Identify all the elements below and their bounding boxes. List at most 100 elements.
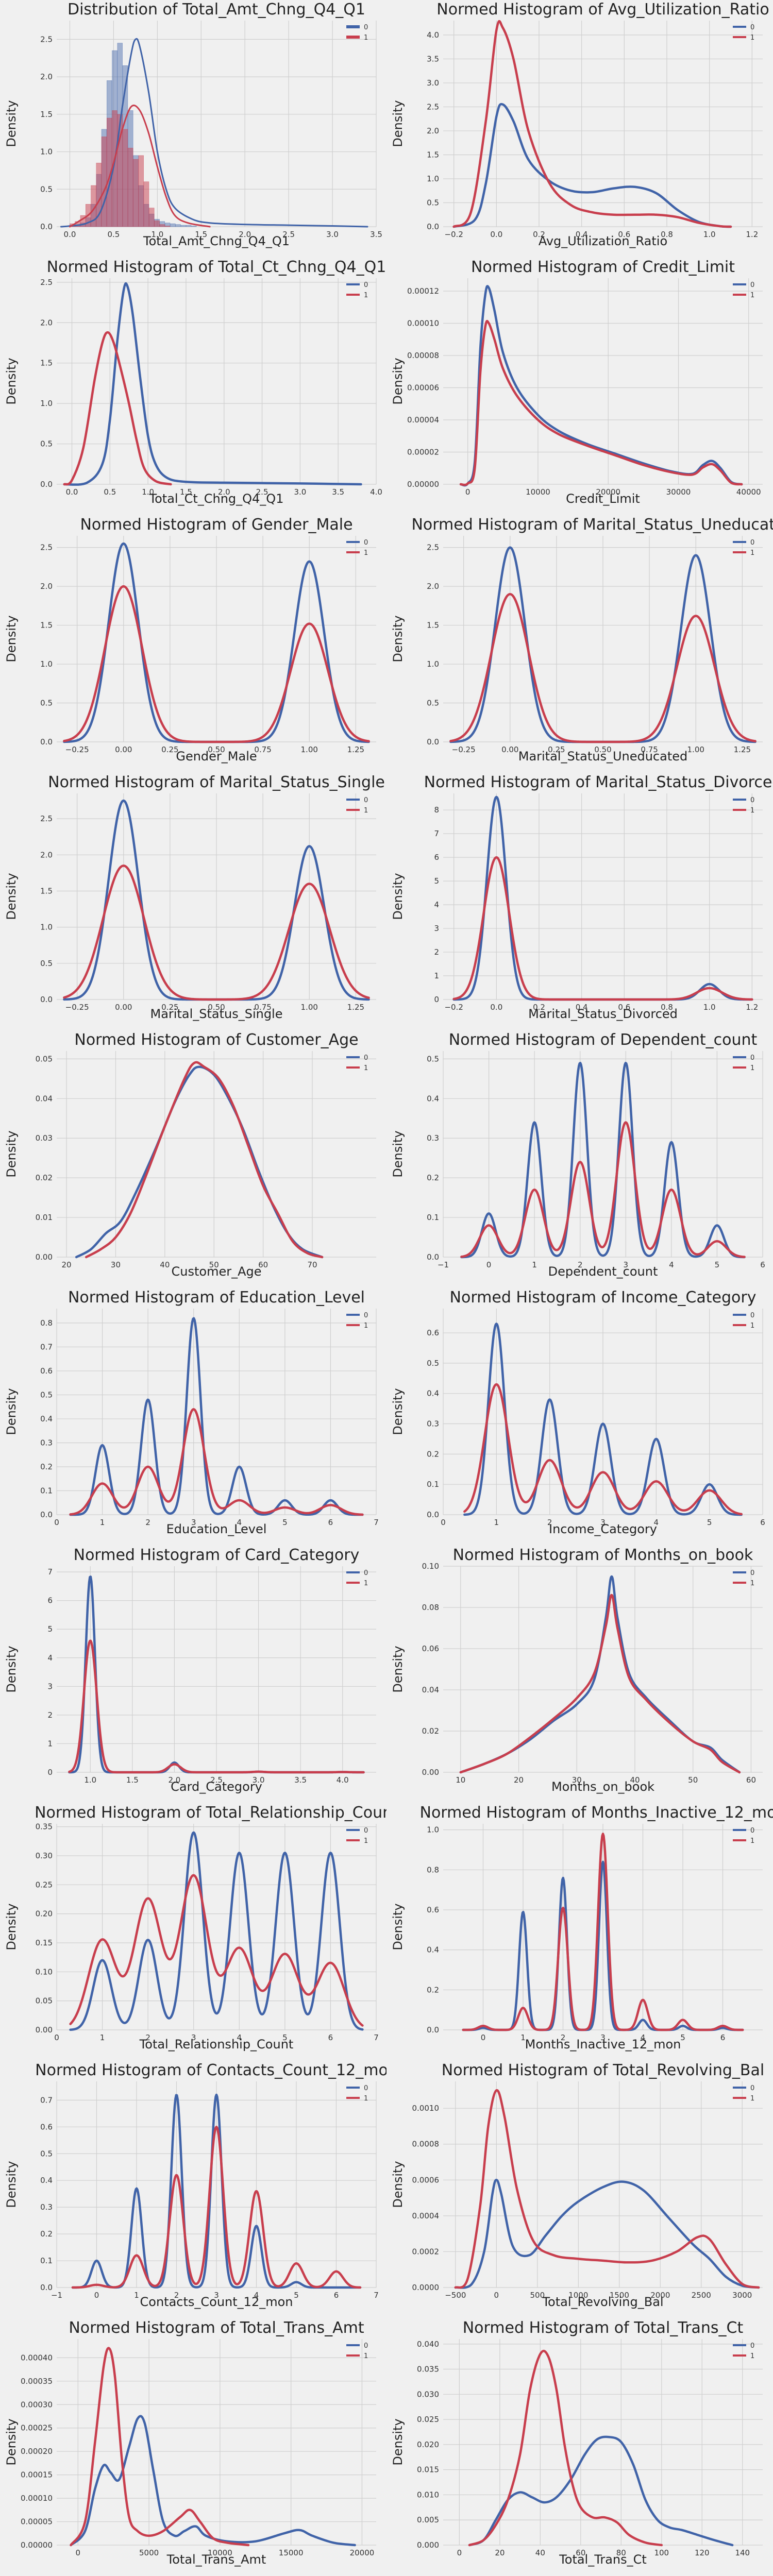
y-tick-label: 0.4 bbox=[427, 1389, 439, 1398]
legend-label: 0 bbox=[364, 2342, 368, 2350]
x-tick-label: 0 bbox=[54, 1518, 59, 1527]
x-tick-label: 10000 bbox=[526, 487, 550, 497]
x-tick-label: 4 bbox=[654, 1518, 659, 1527]
x-axis-label: Total_Ct_Chng_Q4_Q1 bbox=[149, 492, 284, 506]
x-tick-label: 2.5 bbox=[256, 487, 268, 497]
x-tick-label: −500 bbox=[445, 2291, 466, 2300]
y-tick-label: 0.8 bbox=[40, 1318, 53, 1328]
y-tick-label: 0.3 bbox=[40, 2202, 53, 2212]
x-tick-label: 5 bbox=[282, 2033, 288, 2042]
y-tick-label: 0.03 bbox=[36, 1133, 53, 1143]
y-tick-label: 0.025 bbox=[417, 2415, 439, 2424]
chart-panel-8: −0.2 0.0 0.2 0.4 0.6 0.8 1.0 1.2 0 1 2 3 4 5 6 7 8 0 1 Norm… bbox=[386, 773, 773, 1030]
hist-bar-series-1 bbox=[101, 137, 107, 227]
legend-label: 0 bbox=[750, 1312, 754, 1319]
x-tick-label: 5 bbox=[707, 1518, 712, 1527]
legend: 01 bbox=[733, 24, 754, 42]
x-tick-label: 3.0 bbox=[326, 230, 339, 239]
x-axis-label: Marital_Status_Uneducated bbox=[518, 749, 688, 764]
y-axis-label: Density bbox=[391, 2161, 405, 2208]
y-tick-label: 2.0 bbox=[40, 850, 53, 859]
hist-bar-series-1 bbox=[96, 163, 102, 227]
y-tick-label: 0.04 bbox=[36, 1094, 53, 1103]
x-tick-label: 1 bbox=[532, 1260, 537, 1269]
chart-panel-4: 0 10000 20000 30000 40000 0.00000 0.00002 0.000… bbox=[386, 258, 773, 515]
x-tick-label: 1.25 bbox=[347, 1003, 364, 1012]
x-tick-label: 6 bbox=[760, 1260, 765, 1269]
y-tick-label: 0.3 bbox=[427, 1419, 439, 1429]
hist-bar-series-1 bbox=[117, 114, 123, 227]
chart-title: Normed Histogram of Months_Inactive_12_m… bbox=[420, 1804, 773, 1822]
hist-bar-series-0 bbox=[186, 225, 192, 227]
series-line-1 bbox=[460, 1121, 746, 1258]
x-tick-label: 0.5 bbox=[107, 230, 120, 239]
y-tick-label: 1.0 bbox=[40, 923, 53, 932]
y-tick-label: 2.5 bbox=[40, 814, 53, 823]
y-axis-label: Density bbox=[391, 1388, 405, 1435]
y-tick-label: 0.010 bbox=[417, 2490, 439, 2499]
x-tick-label: 5 bbox=[294, 2291, 299, 2300]
y-tick-label: 0.10 bbox=[422, 1562, 439, 1571]
x-axis-label: Total_Amt_Chng_Q4_Q1 bbox=[143, 234, 290, 248]
y-tick-label: 0.00005 bbox=[21, 2517, 53, 2527]
chart-title: Normed Histogram of Months_on_book bbox=[453, 1546, 753, 1564]
series-line-1 bbox=[63, 865, 370, 1001]
legend-label: 0 bbox=[364, 1054, 368, 1062]
y-tick-label: 7 bbox=[47, 1567, 53, 1577]
y-tick-label: 0.0 bbox=[40, 995, 53, 1004]
x-tick-label: 1500 bbox=[610, 2291, 629, 2300]
chart-title: Normed Histogram of Income_Category bbox=[450, 1289, 757, 1307]
x-tick-label: 30000 bbox=[666, 487, 691, 497]
legend-label: 1 bbox=[364, 1580, 368, 1587]
x-tick-label: 0.50 bbox=[208, 745, 225, 754]
series-line-0 bbox=[460, 1061, 746, 1259]
y-tick-label: 0.5 bbox=[427, 1359, 439, 1368]
legend: 01 bbox=[733, 1312, 754, 1330]
y-tick-label: 0.035 bbox=[417, 2365, 439, 2374]
chart-title: Normed Histogram of Total_Trans_Amt bbox=[69, 2319, 364, 2337]
y-tick-label: 0.3 bbox=[40, 1438, 53, 1447]
y-tick-label: 0.0 bbox=[40, 2283, 53, 2292]
legend-label: 1 bbox=[750, 2352, 754, 2360]
hist-bar-series-1 bbox=[154, 221, 160, 227]
y-tick-label: 2.0 bbox=[427, 582, 439, 591]
x-tick-label: 5 bbox=[282, 1518, 288, 1527]
y-tick-label: 0.00015 bbox=[21, 2470, 53, 2480]
x-tick-label: 3 bbox=[600, 1518, 606, 1527]
legend-label: 0 bbox=[364, 1827, 368, 1835]
legend-label: 0 bbox=[364, 539, 368, 547]
y-tick-label: 4 bbox=[47, 1653, 53, 1663]
y-tick-label: 0.5 bbox=[40, 2149, 53, 2158]
chart-svg: 0 1 2 3 4 5 6 70.00.10.20.30.40.50.60.70.801Nor… bbox=[4, 1289, 379, 1536]
x-tick-label: 0.50 bbox=[594, 745, 611, 754]
y-tick-label: 0.0 bbox=[427, 737, 439, 747]
y-tick-label: 1.0 bbox=[427, 174, 439, 183]
legend-label: 1 bbox=[364, 807, 368, 815]
legend: 01 bbox=[346, 1054, 368, 1072]
y-tick-label: 0.1 bbox=[40, 2256, 53, 2265]
series-line-1 bbox=[70, 2347, 250, 2547]
x-tick-label: 7 bbox=[374, 2033, 379, 2042]
x-tick-label: 3.0 bbox=[294, 487, 306, 497]
y-tick-label: 0.0 bbox=[427, 2025, 439, 2035]
x-tick-label: 0 bbox=[481, 2033, 486, 2042]
x-axis-label: Avg_Utilization_Ratio bbox=[539, 234, 667, 248]
x-tick-label: 2 bbox=[174, 2291, 179, 2300]
plot-area bbox=[57, 1051, 376, 1257]
x-axis-label: Months_on_book bbox=[551, 1780, 654, 1794]
x-tick-label: 20 bbox=[514, 1775, 524, 1785]
x-tick-label: 0 bbox=[54, 2033, 59, 2042]
x-tick-label: 1.2 bbox=[746, 230, 758, 239]
series-line-0 bbox=[60, 38, 368, 228]
chart-panel-13: 1.0 1.5 2.0 2.5 3.0 3.5 4.0 0 1 2 3 4 5 6 7 0 1 Normed Hi… bbox=[0, 1546, 386, 1803]
legend: 01 bbox=[346, 1827, 368, 1845]
series-line-0 bbox=[468, 2435, 734, 2547]
chart-svg: 20 30 40 50 60 700.000.010.020.030.040.05 01No… bbox=[4, 1031, 376, 1279]
legend-label: 0 bbox=[750, 1054, 754, 1062]
x-axis-label: Credit_Limit bbox=[566, 492, 640, 506]
legend: 01 bbox=[346, 2084, 368, 2103]
x-tick-label: 1.00 bbox=[301, 1003, 318, 1012]
y-tick-label: 0.04 bbox=[422, 1685, 439, 1694]
